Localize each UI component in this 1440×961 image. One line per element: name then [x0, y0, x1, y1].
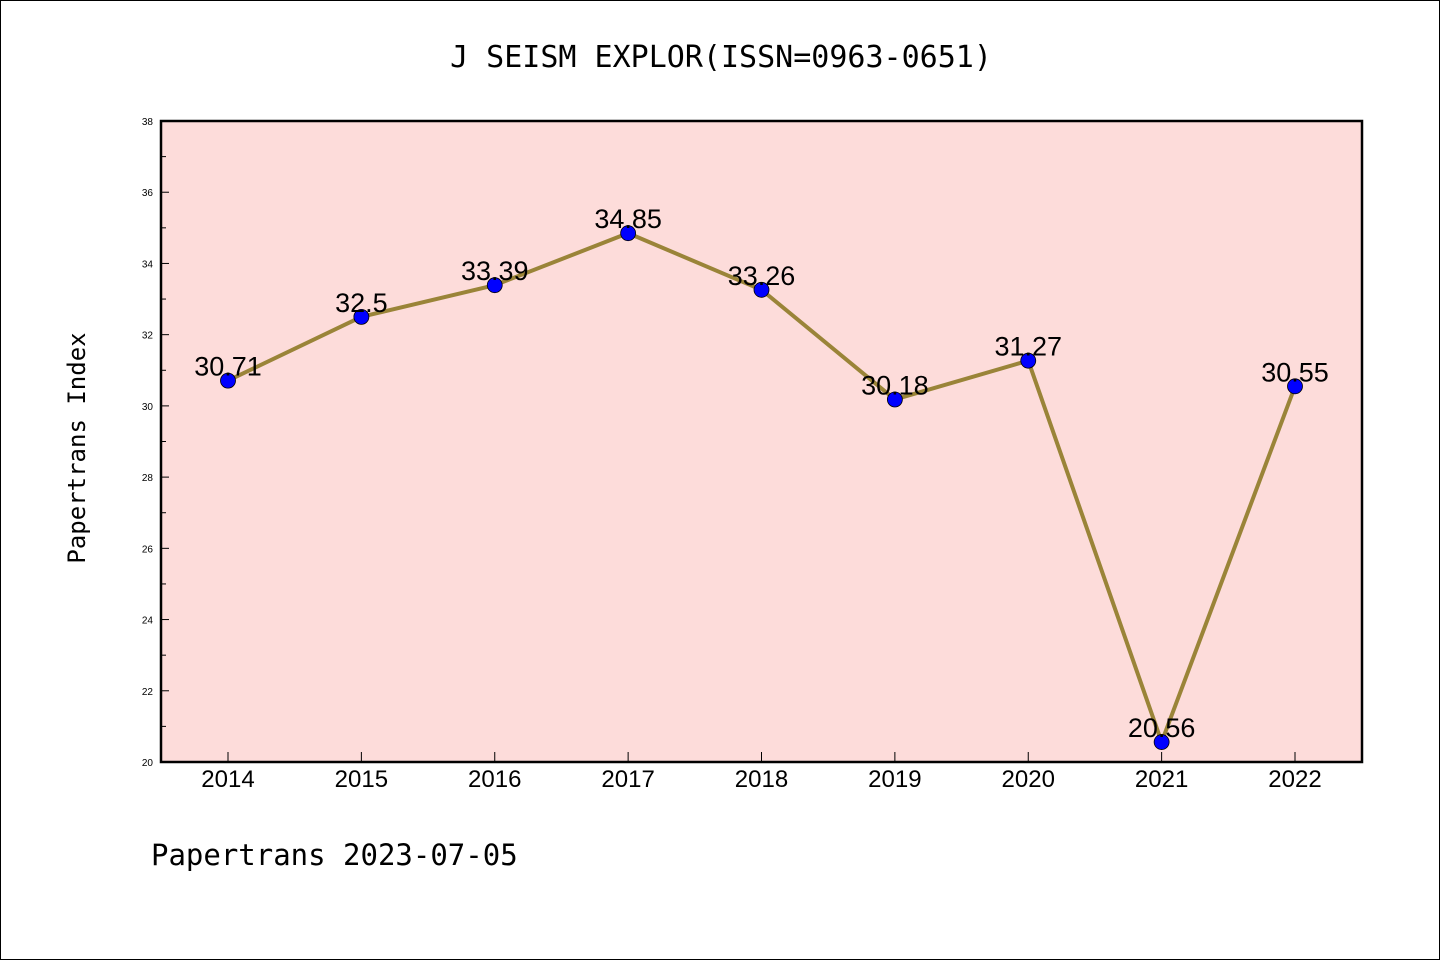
data-point — [353, 308, 370, 325]
x-tick-label: 2014 — [201, 766, 254, 793]
y-tick-label: 30 — [142, 402, 154, 413]
y-axis-label: Papertrans Index — [63, 332, 91, 563]
x-tick-label: 2019 — [868, 766, 921, 793]
y-tick-label: 32 — [142, 331, 154, 342]
data-label: 32.5 — [335, 288, 388, 318]
data-point — [1020, 352, 1037, 369]
data-labels: 30.71 32.5 33.39 34.85 33.26 30.18 31.27 20.56 3… — [194, 204, 1329, 743]
data-point — [486, 277, 503, 294]
data-label: 31.27 — [994, 332, 1062, 362]
x-tick-label: 2018 — [735, 766, 788, 793]
chart-title: J SEISM EXPLOR(ISSN=0963-0651) — [450, 40, 992, 75]
y-tick-label: 20 — [142, 758, 154, 769]
y-tick-label: 36 — [142, 188, 154, 199]
data-point — [753, 281, 770, 298]
y-tick-label: 38 — [142, 117, 154, 128]
data-label: 33.39 — [461, 256, 529, 286]
plot-area — [159, 119, 1364, 764]
data-point — [620, 225, 637, 242]
y-tick-label: 24 — [142, 616, 154, 627]
x-tick-label: 2016 — [468, 766, 521, 793]
data-label: 30.71 — [194, 352, 262, 382]
data-label: 34.85 — [594, 204, 662, 234]
data-point — [1153, 734, 1170, 750]
data-label: 30.18 — [861, 370, 929, 400]
y-tick-label: 28 — [142, 473, 154, 484]
x-tick-label: 2022 — [1268, 766, 1321, 793]
y-tick-label: 22 — [142, 687, 154, 698]
footer-text: Papertrans 2023-07-05 — [151, 838, 518, 872]
x-tick-label: 2020 — [1002, 766, 1055, 793]
data-point — [220, 372, 236, 389]
x-axis: 2014 2015 2016 2017 2018 2019 2020 2021 2022 — [201, 752, 1322, 793]
series-layer — [220, 225, 1303, 750]
data-label: 33.26 — [728, 261, 796, 291]
x-tick-label: 2017 — [601, 766, 654, 793]
x-tick-label: 2015 — [335, 766, 388, 793]
y-tick-label: 26 — [142, 544, 154, 555]
data-point — [886, 391, 903, 408]
data-point — [1287, 378, 1303, 395]
data-label: 30.55 — [1261, 357, 1329, 387]
y-tick-label: 34 — [142, 259, 154, 270]
x-tick-label: 2021 — [1135, 766, 1188, 793]
y-axis: 20 22 24 26 28 30 32 34 36 38 — [142, 117, 169, 769]
data-label: 20.56 — [1128, 713, 1196, 743]
